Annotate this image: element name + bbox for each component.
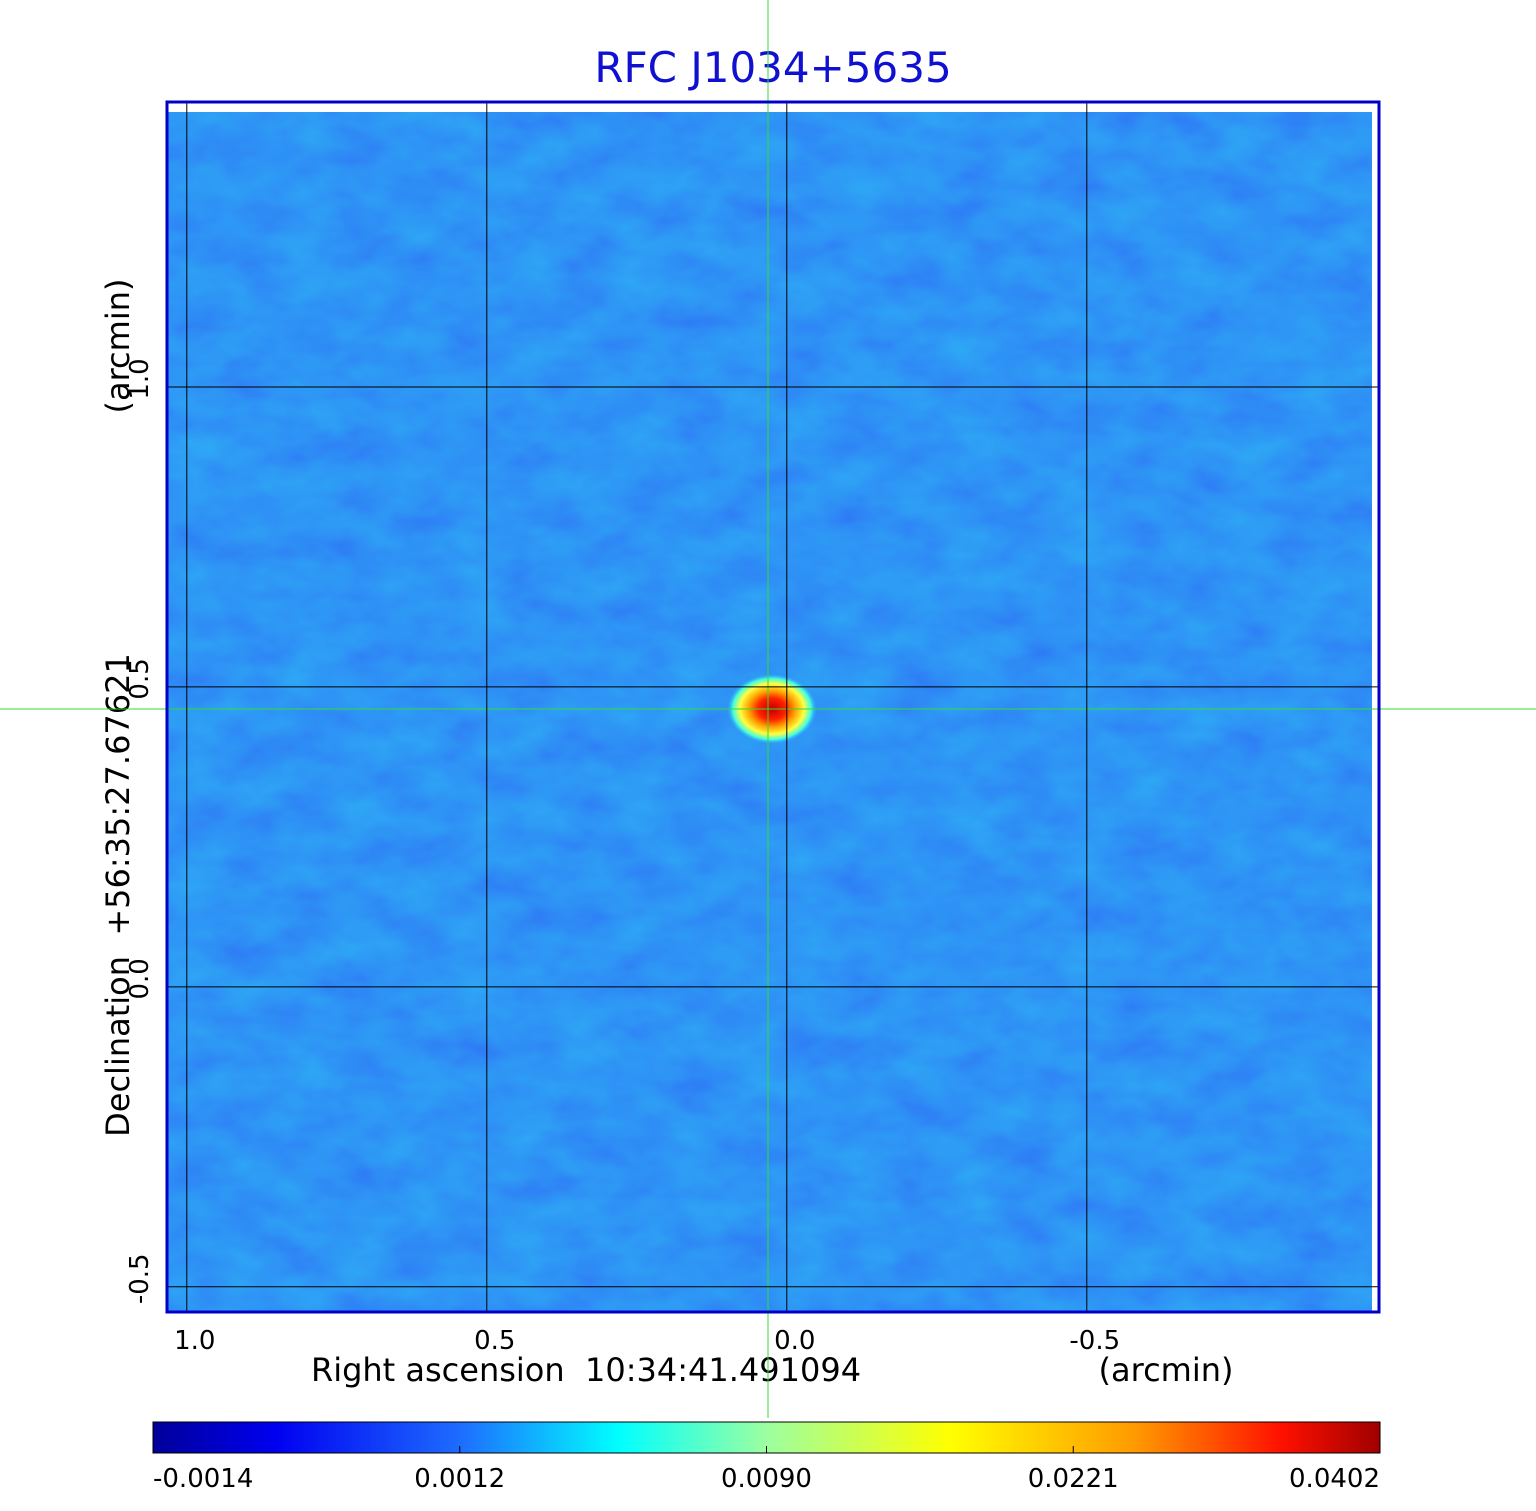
plot-area xyxy=(168,112,1372,1312)
plot-frame xyxy=(165,100,1381,1314)
x-tick-label: 0.5 xyxy=(474,1326,515,1356)
y-axis-label: Declination +56:35:27.67621 xyxy=(99,653,137,1137)
x-tick-label: 1.0 xyxy=(174,1326,215,1356)
colorbar-tick-label: 0.0221 xyxy=(1028,1464,1119,1494)
y-tick-label: 0.5 xyxy=(125,658,155,699)
colorbar-tick-label: 0.0402 xyxy=(1289,1464,1380,1494)
chart-title: RFC J1034+5635 xyxy=(594,43,951,92)
colorbar-tick-label: 0.0090 xyxy=(721,1464,812,1494)
colorbar-tick-label: -0.0014 xyxy=(153,1464,253,1494)
y-tick-label: 1.0 xyxy=(125,358,155,399)
x-tick-label: -0.5 xyxy=(1069,1326,1120,1356)
y-tick-label: 0.0 xyxy=(125,958,155,999)
x-axis-unit: (arcmin) xyxy=(1099,1351,1234,1389)
y-axis-unit: (arcmin) xyxy=(99,279,137,414)
x-axis-label: Right ascension 10:34:41.491094 xyxy=(311,1351,861,1389)
colorbar-tick-label: 0.0012 xyxy=(414,1464,505,1494)
x-tick-label: 0.0 xyxy=(774,1326,815,1356)
y-tick-label: -0.5 xyxy=(125,1253,155,1304)
